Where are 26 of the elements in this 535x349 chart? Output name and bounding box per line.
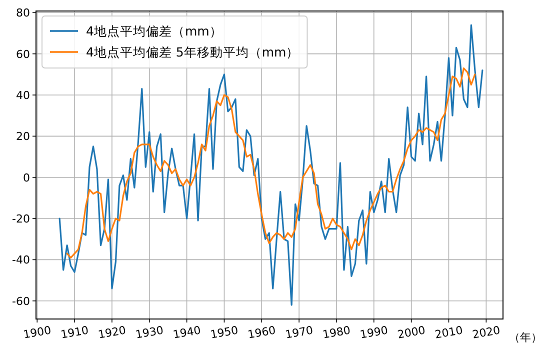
x-tick-label: 2020 bbox=[471, 324, 502, 342]
y-tick-label: 60 bbox=[16, 48, 30, 61]
x-tick-label: 2010 bbox=[434, 324, 464, 342]
line-series bbox=[58, 24, 484, 306]
y-tick-label: 0 bbox=[23, 171, 30, 184]
x-tick-label: 1950 bbox=[209, 324, 240, 342]
legend-label: 4地点平均偏差 5年移動平均（mm） bbox=[86, 44, 300, 60]
line-series bbox=[66, 67, 476, 258]
x-tick-label: 1920 bbox=[97, 324, 127, 342]
x-tick-label: 1970 bbox=[284, 324, 314, 342]
x-tick-label: 1910 bbox=[60, 324, 90, 342]
y-tick-label: -20 bbox=[12, 212, 30, 226]
legend-label: 4地点平均偏差（mm） bbox=[86, 24, 222, 38]
x-tick-label: 1930 bbox=[134, 324, 164, 342]
x-tick-label: 2000 bbox=[396, 324, 426, 342]
x-axis-title: （年） bbox=[509, 331, 535, 344]
y-tick-label: -40 bbox=[12, 254, 30, 267]
x-tick-label: 1940 bbox=[172, 324, 202, 342]
x-tick-label: 1960 bbox=[246, 324, 277, 342]
y-tick-label: 40 bbox=[16, 89, 30, 102]
y-tick-label: -60 bbox=[12, 294, 30, 308]
x-tick-label: 1900 bbox=[22, 324, 52, 342]
x-tick-label: 1980 bbox=[322, 324, 352, 342]
x-tick-label: 1990 bbox=[359, 324, 389, 342]
y-tick-label: 20 bbox=[16, 130, 30, 144]
y-tick-label: 80 bbox=[16, 6, 30, 20]
